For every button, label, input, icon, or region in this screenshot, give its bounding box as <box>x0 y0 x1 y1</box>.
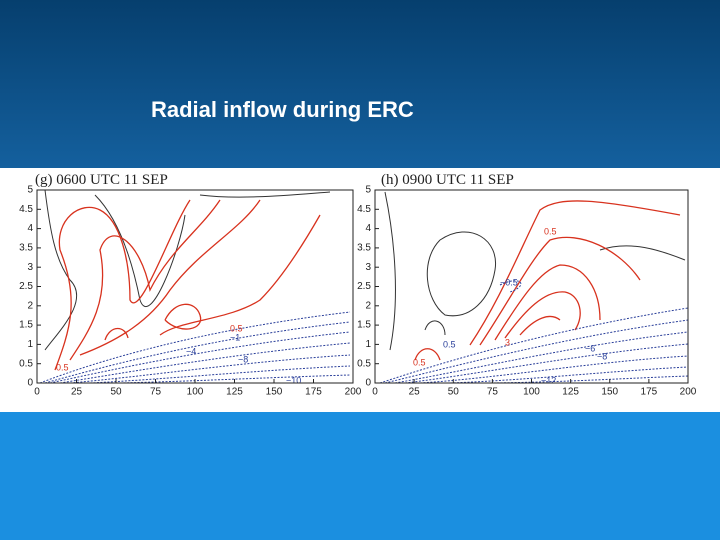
x-tick-label: 175 <box>305 387 322 398</box>
contour <box>379 307 689 384</box>
y-tick-label: 3.5 <box>19 243 33 254</box>
x-tick-label: 125 <box>562 387 579 398</box>
contour <box>39 311 351 384</box>
panel-label: (g) 0600 UTC 11 SEP <box>35 172 168 188</box>
y-tick-label: 0 <box>27 378 33 389</box>
contour <box>394 331 689 384</box>
y-tick-label: 0.5 <box>357 358 371 369</box>
contour <box>489 375 689 384</box>
contour <box>44 189 78 351</box>
y-tick-label: 3 <box>27 262 33 273</box>
y-tick-label: 3.5 <box>357 243 371 254</box>
contour <box>504 291 581 339</box>
contour-label: 3 <box>505 337 510 347</box>
contour-label: −0.5 <box>500 277 518 287</box>
x-tick-label: 175 <box>641 387 658 398</box>
contour-label: −6 <box>585 343 595 353</box>
contour <box>494 264 601 341</box>
contour <box>79 199 261 356</box>
y-tick-label: 2.5 <box>357 281 371 292</box>
x-tick-label: 200 <box>345 387 362 398</box>
x-tick-label: 125 <box>226 387 243 398</box>
x-tick-label: 0 <box>372 387 378 398</box>
contour-label: −12 <box>541 375 556 385</box>
contour <box>519 315 561 336</box>
x-tick-label: 100 <box>523 387 540 398</box>
y-tick-label: 5 <box>365 185 371 196</box>
contour-label: 0.5 <box>443 339 456 349</box>
y-tick-label: 1 <box>27 339 33 350</box>
y-tick-label: 4.5 <box>19 204 33 215</box>
contour-label: 0.5 <box>413 357 426 367</box>
contour <box>54 199 191 371</box>
contour <box>449 366 689 384</box>
contour <box>159 214 321 336</box>
x-tick-label: 200 <box>680 387 697 398</box>
contour <box>49 331 351 384</box>
x-tick-label: 0 <box>34 387 40 398</box>
contour <box>94 194 186 308</box>
contour <box>424 320 446 336</box>
contour <box>44 321 351 384</box>
contours-right <box>379 191 689 384</box>
contour <box>164 303 202 330</box>
x-tick-label: 25 <box>71 387 83 398</box>
contours-left <box>39 189 351 384</box>
x-tick-label: 75 <box>487 387 499 398</box>
y-tick-label: 2 <box>365 300 371 311</box>
contour <box>499 280 522 293</box>
contour-label: −8 <box>238 354 248 364</box>
y-tick-label: 5 <box>27 185 33 196</box>
y-tick-label: 0 <box>365 378 371 389</box>
contour <box>469 200 681 346</box>
x-tick-label: 100 <box>187 387 204 398</box>
contour-label: −10 <box>286 375 301 385</box>
contour-label: −4 <box>186 346 196 356</box>
x-tick-label: 50 <box>448 387 460 398</box>
figure-svg: (g) 0600 UTC 11 SEP (h) 0900 UTC 11 SEP <box>19 172 697 398</box>
contour <box>104 327 129 341</box>
contour <box>599 245 686 261</box>
y-tick-label: 3 <box>365 262 371 273</box>
y-tick-label: 0.5 <box>19 358 33 369</box>
y-tick-label: 4.5 <box>357 204 371 215</box>
y-tick-label: 2 <box>27 300 33 311</box>
y-tick-label: 2.5 <box>19 281 33 292</box>
y-tick-label: 1 <box>365 339 371 350</box>
x-tick-label: 150 <box>601 387 618 398</box>
panel-label: (h) 0900 UTC 11 SEP <box>381 172 514 188</box>
header-band <box>0 0 720 168</box>
contour-label: 0.5 <box>230 323 243 333</box>
contour <box>69 354 351 384</box>
slide-title: Radial inflow during ERC <box>151 97 414 122</box>
y-tick-label: 1.5 <box>357 320 371 331</box>
y-tick-label: 1.5 <box>19 320 33 331</box>
x-tick-label: 50 <box>110 387 122 398</box>
contour-label: 0.5 <box>544 226 557 236</box>
contour <box>59 342 351 384</box>
contour <box>404 343 689 384</box>
contour <box>199 191 331 198</box>
x-tick-label: 25 <box>409 387 421 398</box>
contour-label: −1 <box>230 332 240 342</box>
contour <box>69 199 221 361</box>
contour <box>414 348 441 361</box>
contour <box>479 236 641 346</box>
figure: (g) 0600 UTC 11 SEP (h) 0900 UTC 11 SEP <box>0 168 720 412</box>
y-tick-label: 4 <box>27 223 33 234</box>
contour <box>426 231 497 317</box>
contour <box>384 191 396 351</box>
y-tick-label: 4 <box>365 223 371 234</box>
contour <box>119 374 351 384</box>
x-tick-label: 75 <box>150 387 162 398</box>
x-tick-label: 150 <box>266 387 283 398</box>
contour <box>419 355 689 384</box>
contour-label: 0.5 <box>56 362 69 372</box>
contour-label: −8 <box>597 351 607 361</box>
contour <box>89 365 351 384</box>
contour <box>384 319 689 384</box>
